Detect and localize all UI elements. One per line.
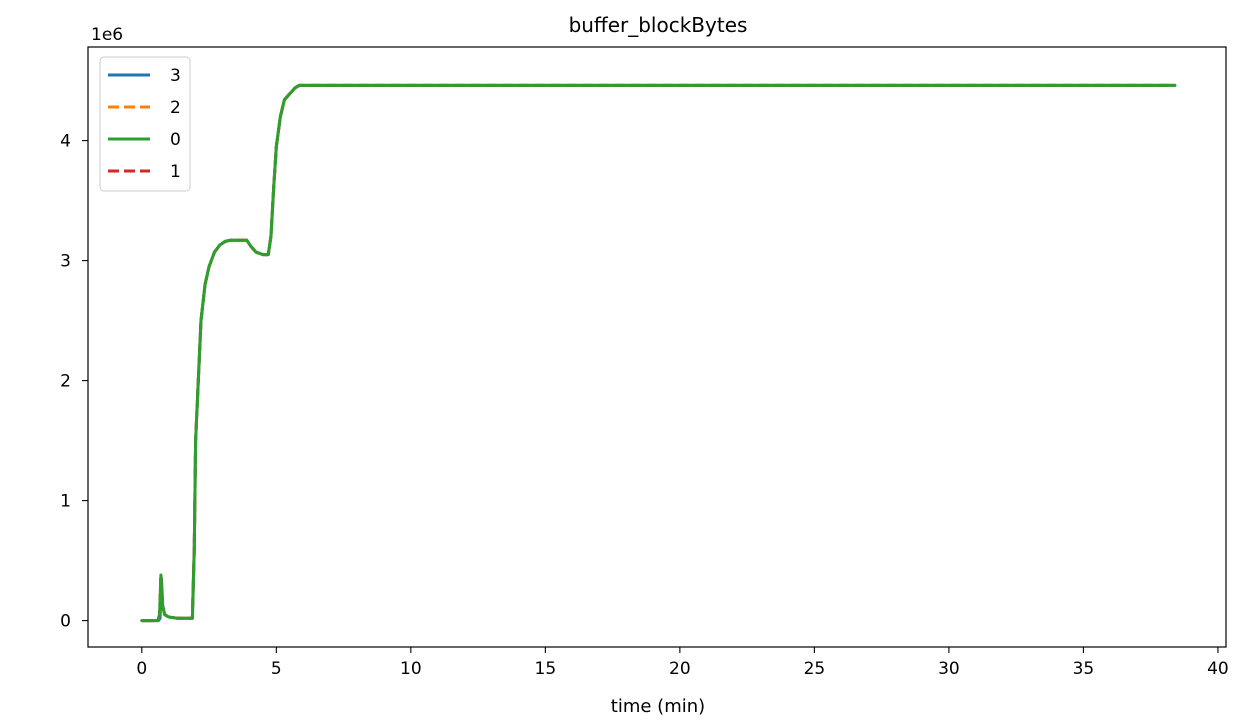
series-line-2 (141, 83, 1175, 623)
series-line-0 (140, 83, 1177, 623)
x-tick-label: 25 (804, 659, 826, 679)
legend-label-0: 0 (170, 130, 181, 150)
x-axis-label: time (min) (611, 696, 705, 717)
x-axis: 0 5 10 15 20 25 30 35 40 (136, 647, 1229, 679)
series-lines (140, 83, 1177, 623)
y-tick-label: 0 (60, 612, 71, 632)
y-axis: 0 1 2 3 4 (60, 132, 88, 632)
y-scale-offset-label: 1e6 (91, 25, 123, 45)
legend-label-2: 2 (170, 98, 181, 118)
legend-label-1: 1 (170, 162, 181, 182)
series-line-1 (141, 83, 1175, 623)
y-tick-label: 2 (60, 372, 71, 392)
x-tick-label: 30 (938, 659, 960, 679)
axes-frame (87, 46, 1227, 648)
x-tick-label: 5 (271, 659, 282, 679)
x-tick-label: 40 (1207, 659, 1229, 679)
x-tick-label: 15 (535, 659, 557, 679)
legend: 3 2 0 1 (99, 56, 191, 192)
legend-box (99, 56, 191, 192)
x-tick-label: 35 (1073, 659, 1095, 679)
y-tick-label: 1 (60, 492, 71, 512)
x-tick-label: 10 (400, 659, 422, 679)
legend-label-3: 3 (170, 66, 181, 86)
x-tick-label: 20 (669, 659, 691, 679)
y-tick-label: 3 (60, 252, 71, 272)
x-tick-label: 0 (136, 659, 147, 679)
series-line-3 (140, 83, 1177, 623)
chart-title: buffer_blockBytes (569, 13, 748, 37)
y-tick-label: 4 (60, 132, 71, 152)
